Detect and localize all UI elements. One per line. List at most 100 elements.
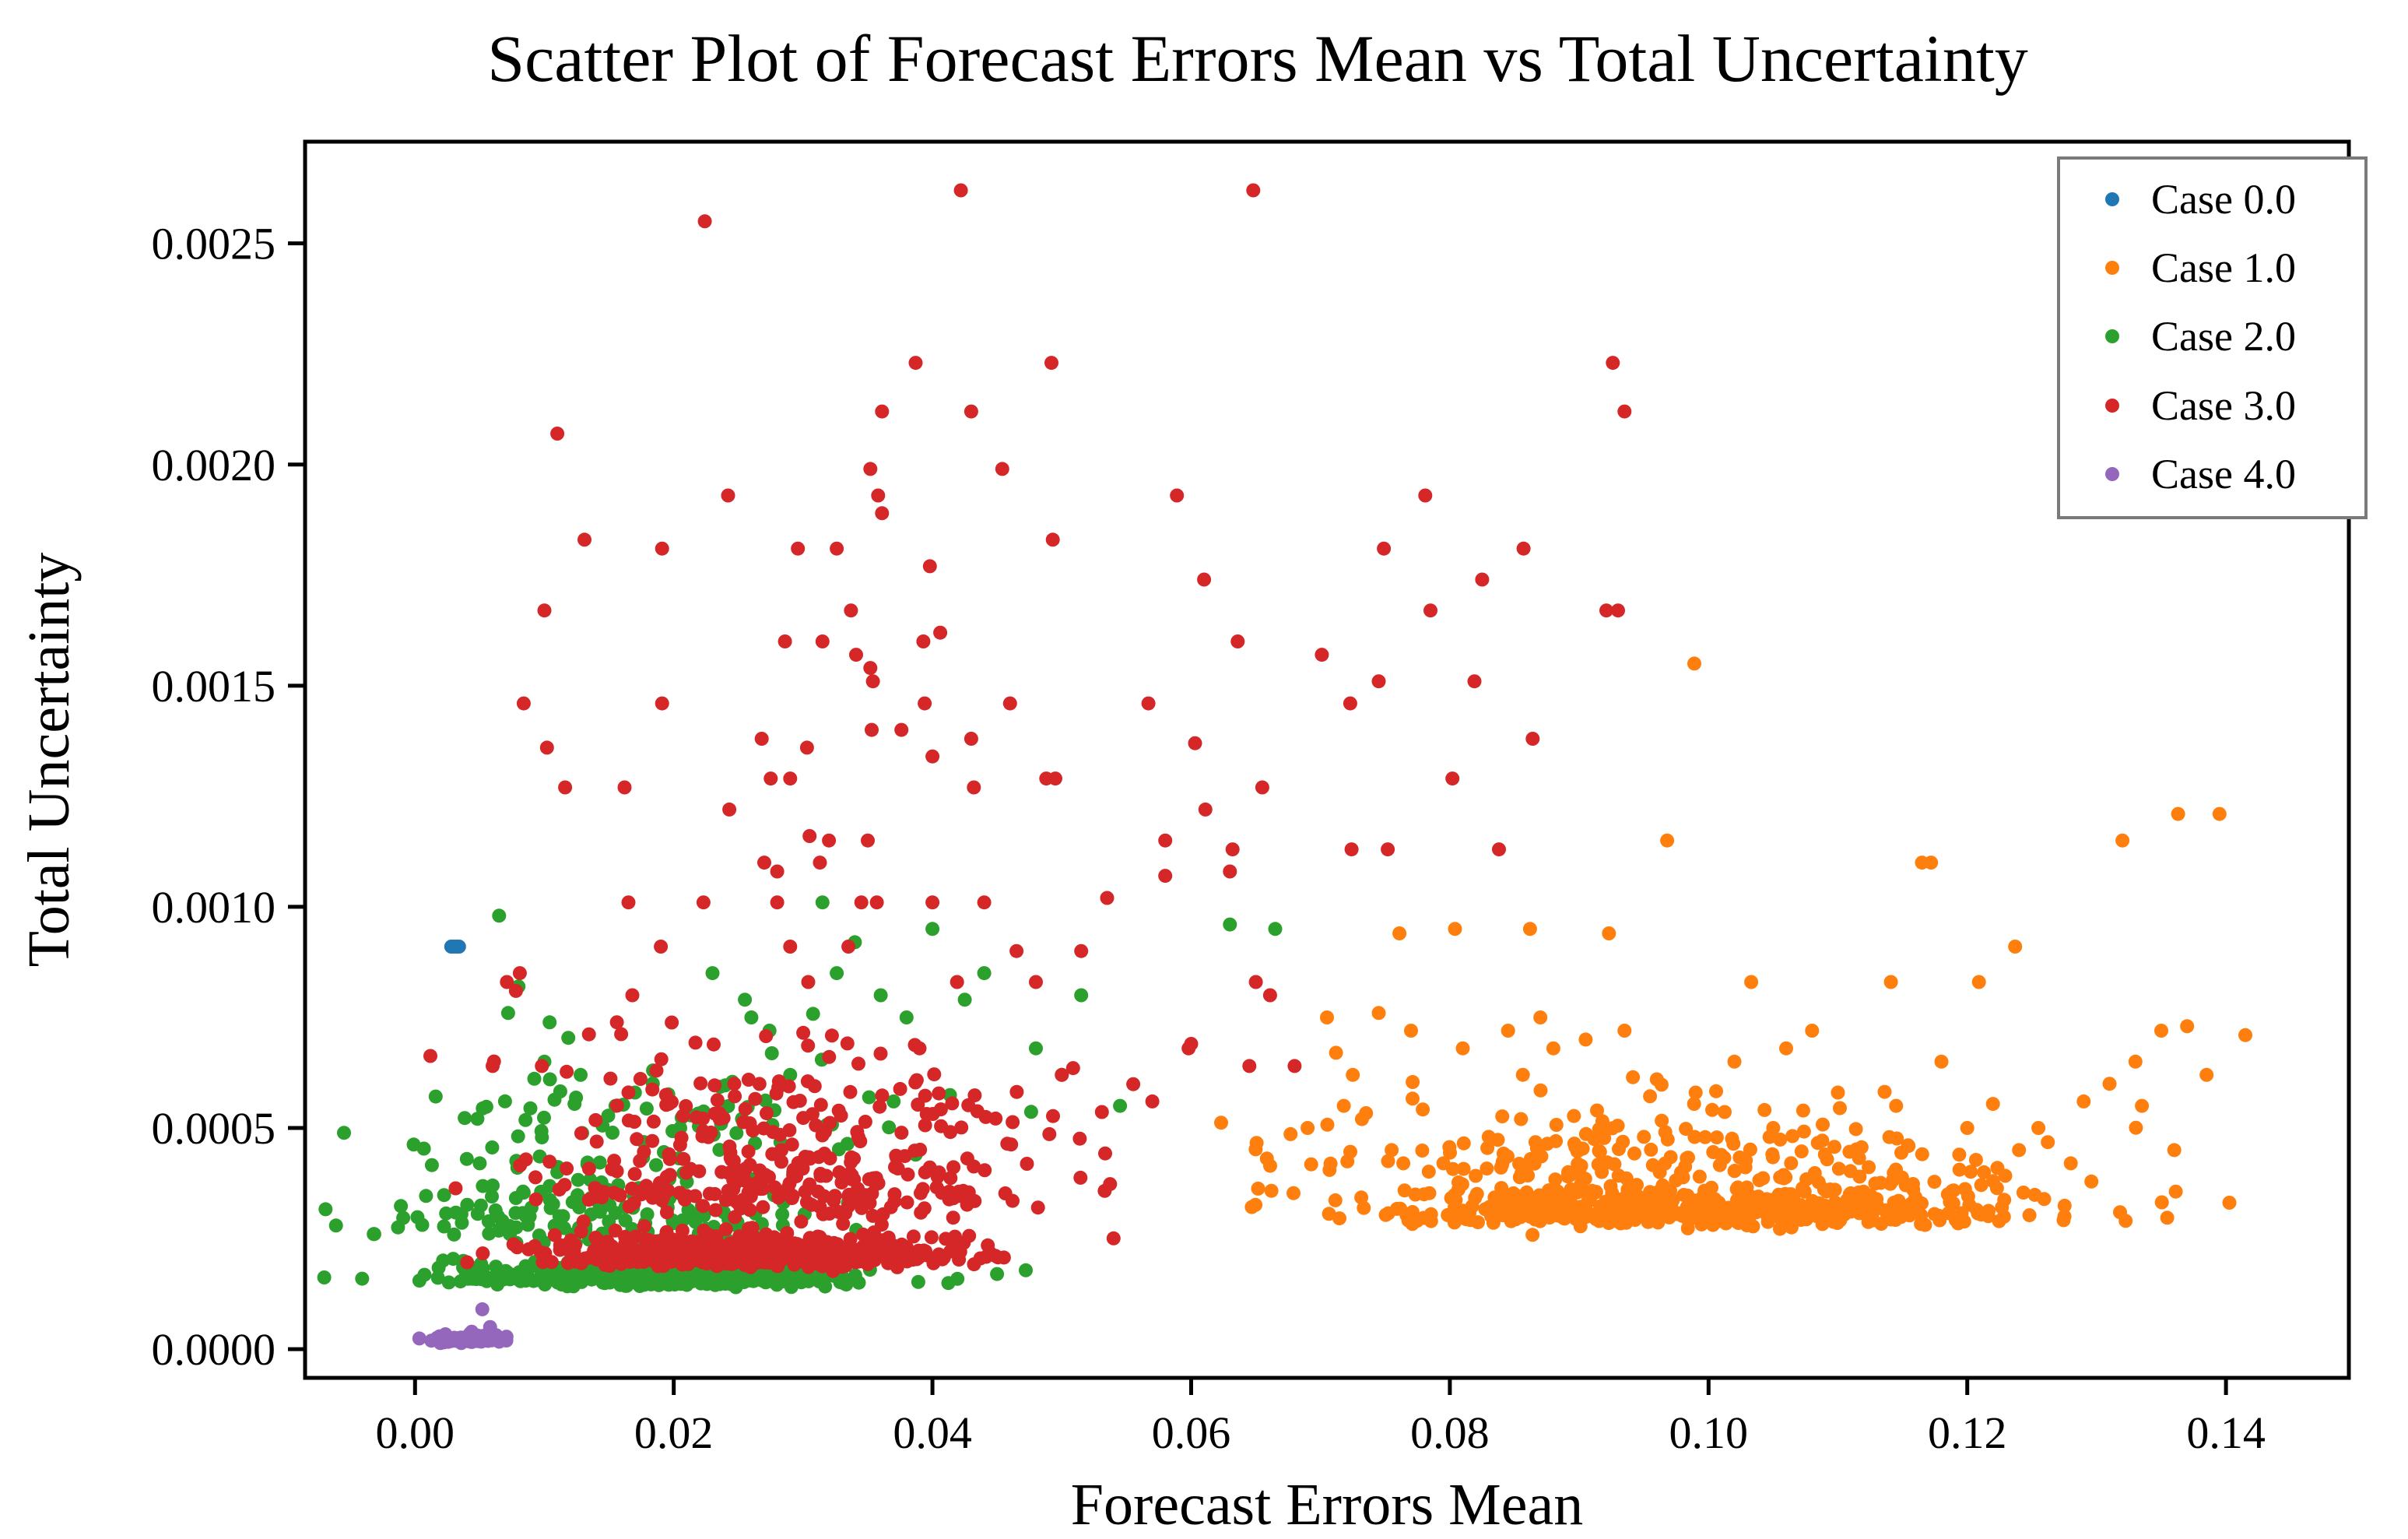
data-point bbox=[430, 1270, 445, 1285]
data-point bbox=[1406, 1091, 1420, 1106]
data-point bbox=[451, 940, 466, 954]
data-point bbox=[875, 1088, 890, 1103]
data-point bbox=[1322, 1162, 1337, 1177]
data-point bbox=[1320, 1010, 1334, 1024]
data-point bbox=[1501, 1024, 1515, 1038]
data-point bbox=[1564, 1182, 1578, 1196]
data-point bbox=[932, 1165, 946, 1180]
data-point bbox=[728, 1251, 743, 1266]
y-axis-label: Total Uncertainty bbox=[16, 553, 82, 968]
data-point bbox=[1336, 1098, 1351, 1113]
data-point bbox=[651, 1259, 665, 1274]
data-point bbox=[1255, 780, 1269, 795]
data-point bbox=[355, 1271, 370, 1286]
data-point bbox=[916, 634, 931, 648]
data-point bbox=[961, 1098, 976, 1112]
data-point bbox=[607, 1248, 622, 1263]
data-point bbox=[890, 1161, 905, 1175]
data-point bbox=[858, 1115, 872, 1129]
data-point bbox=[983, 1246, 998, 1260]
y-tick-label: 0.0010 bbox=[152, 882, 276, 933]
data-point bbox=[801, 1038, 816, 1053]
data-point bbox=[1602, 1216, 1616, 1231]
data-point bbox=[1496, 1146, 1511, 1161]
data-point bbox=[1346, 1067, 1360, 1082]
data-point bbox=[1613, 1216, 1628, 1231]
data-point bbox=[791, 541, 806, 556]
data-point bbox=[1248, 975, 1263, 989]
data-point bbox=[882, 1120, 897, 1135]
data-point bbox=[2008, 940, 2023, 954]
data-point bbox=[1857, 1195, 1872, 1209]
data-point bbox=[1676, 1170, 1690, 1185]
data-point bbox=[1794, 1144, 1809, 1159]
data-point bbox=[1097, 1183, 1112, 1198]
data-point bbox=[1447, 1215, 1462, 1230]
data-point bbox=[1223, 864, 1237, 879]
data-point bbox=[1595, 1114, 1609, 1129]
data-point bbox=[547, 1092, 562, 1107]
data-point bbox=[1320, 1117, 1335, 1132]
data-point bbox=[1785, 1129, 1800, 1144]
data-point bbox=[914, 1205, 928, 1220]
data-point bbox=[1773, 1170, 1788, 1185]
data-point bbox=[532, 1228, 546, 1243]
data-point bbox=[1573, 1219, 1588, 1234]
data-point bbox=[1830, 1216, 1845, 1230]
data-point bbox=[659, 1098, 674, 1112]
data-point bbox=[516, 696, 531, 711]
data-point bbox=[534, 1124, 549, 1138]
data-point bbox=[560, 1242, 575, 1257]
data-point bbox=[722, 1139, 737, 1154]
data-point bbox=[756, 1121, 771, 1136]
data-point bbox=[831, 1142, 846, 1157]
data-point bbox=[753, 1163, 767, 1178]
data-point bbox=[1549, 1118, 1564, 1132]
data-point bbox=[856, 1227, 870, 1242]
data-point bbox=[1718, 1105, 1732, 1119]
x-tick-label: 0.04 bbox=[893, 1407, 972, 1458]
data-point bbox=[550, 427, 565, 441]
data-point bbox=[581, 1027, 596, 1042]
data-point bbox=[1831, 1085, 1845, 1100]
data-point bbox=[466, 1271, 480, 1286]
data-point bbox=[873, 988, 888, 1003]
data-point bbox=[763, 771, 778, 786]
data-point bbox=[633, 1072, 648, 1086]
data-point bbox=[1815, 1217, 1830, 1232]
data-point bbox=[1891, 1193, 1906, 1208]
data-point bbox=[508, 983, 523, 998]
data-point bbox=[570, 1273, 585, 1288]
data-point bbox=[862, 1172, 876, 1186]
data-point bbox=[1816, 1117, 1830, 1132]
data-point bbox=[751, 1252, 766, 1267]
data-point bbox=[1952, 1162, 1967, 1177]
data-point bbox=[1423, 1214, 1438, 1228]
data-point bbox=[2118, 1214, 2133, 1228]
data-point bbox=[654, 940, 669, 954]
data-point bbox=[542, 1072, 557, 1087]
data-point bbox=[1416, 1102, 1430, 1117]
data-point bbox=[1378, 1207, 1393, 1222]
data-point bbox=[1525, 732, 1540, 746]
data-point bbox=[1223, 917, 1237, 932]
data-point bbox=[645, 1190, 660, 1205]
data-point bbox=[1606, 356, 1620, 371]
data-point bbox=[511, 1129, 525, 1144]
data-point bbox=[945, 1096, 960, 1111]
data-point bbox=[978, 1109, 993, 1124]
data-point bbox=[925, 749, 940, 764]
data-point bbox=[1901, 1139, 1916, 1154]
data-point bbox=[1621, 1204, 1636, 1219]
legend-item-case-4: Case 4.0 bbox=[2105, 451, 2296, 497]
data-point bbox=[815, 895, 830, 910]
data-point bbox=[459, 1333, 474, 1348]
data-point bbox=[722, 802, 737, 817]
data-point bbox=[1796, 1124, 1811, 1139]
data-point bbox=[863, 462, 878, 476]
data-point bbox=[957, 993, 972, 1007]
data-point bbox=[627, 1115, 642, 1129]
data-point bbox=[542, 1154, 557, 1169]
data-point bbox=[497, 1094, 512, 1109]
data-point bbox=[1652, 1195, 1666, 1210]
